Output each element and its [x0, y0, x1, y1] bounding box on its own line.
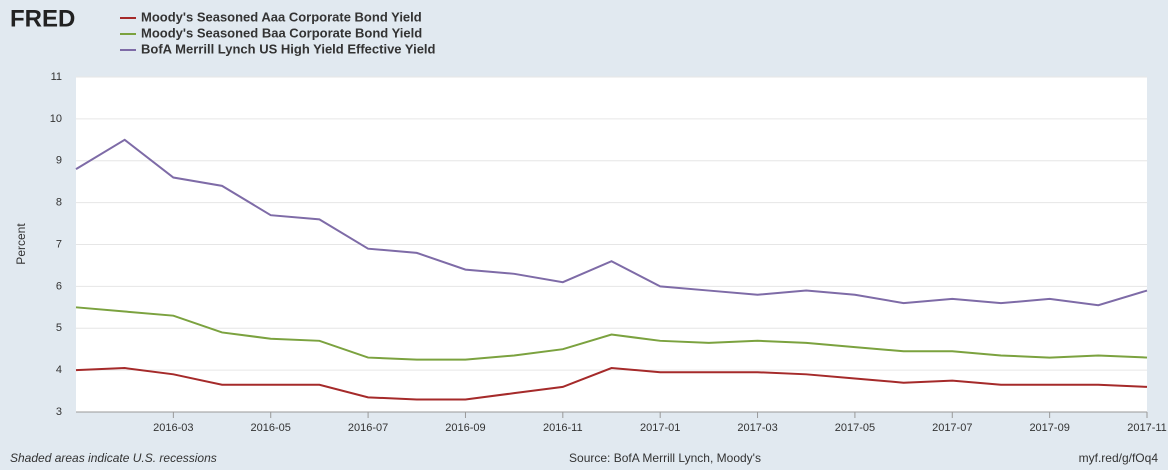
y-tick-label: 11	[51, 71, 62, 83]
x-tick-label: 2016-09	[445, 422, 485, 434]
url: myf.red/g/fOq4	[1079, 451, 1159, 465]
series-line	[75, 306, 1148, 361]
legend-label: Moody's Seasoned Aaa Corporate Bond Yiel…	[141, 9, 422, 24]
y-tick-label: 9	[56, 155, 62, 167]
x-tick-label: 2017-11	[1127, 422, 1167, 434]
recession-note: Shaded areas indicate U.S. recessions	[10, 451, 217, 465]
x-tick-label: 2016-05	[251, 422, 291, 434]
series-line	[75, 367, 1148, 401]
source: Source: BofA Merrill Lynch, Moody's	[569, 451, 761, 465]
x-tick-label: 2017-01	[640, 422, 680, 434]
x-tick-label: 2017-03	[737, 422, 777, 434]
x-tick-label: 2016-03	[153, 422, 193, 434]
legend-label: Moody's Seasoned Baa Corporate Bond Yiel…	[141, 25, 422, 40]
series-line	[75, 138, 1148, 307]
y-tick-label: 3	[56, 406, 62, 418]
y-tick-label: 10	[50, 113, 62, 125]
x-tick-label: 2017-05	[835, 422, 875, 434]
x-tick-label: 2017-07	[932, 422, 972, 434]
x-tick-label: 2016-07	[348, 422, 388, 434]
legend-label: BofA Merrill Lynch US High Yield Effecti…	[141, 41, 436, 56]
y-axis-label: Percent	[14, 223, 28, 265]
y-tick-label: 7	[56, 238, 62, 250]
logo: FRED	[10, 5, 75, 32]
y-tick-label: 6	[56, 280, 62, 292]
y-tick-label: 4	[56, 364, 62, 376]
x-tick-label: 2016-11	[543, 422, 583, 434]
y-tick-label: 8	[56, 197, 62, 209]
y-tick-label: 5	[56, 322, 62, 334]
x-tick-label: 2017-09	[1029, 422, 1069, 434]
